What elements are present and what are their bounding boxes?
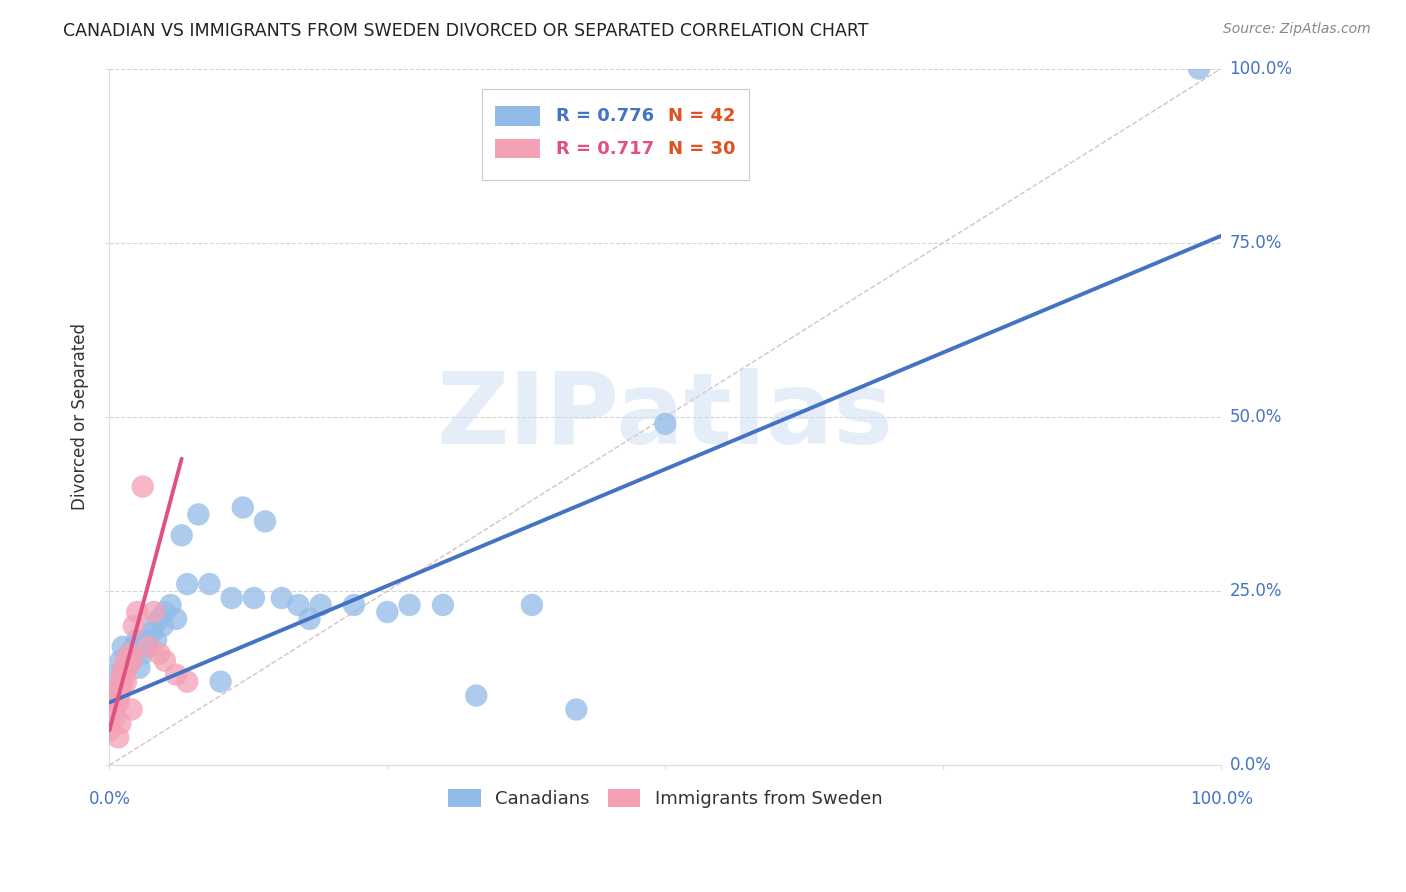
- Point: [127, 632, 149, 647]
- Point: [114, 667, 136, 681]
- Point: [118, 647, 141, 661]
- Point: [298, 612, 321, 626]
- Point: [121, 702, 143, 716]
- Point: [176, 577, 198, 591]
- Point: [115, 661, 138, 675]
- Point: [141, 625, 163, 640]
- Point: [142, 605, 165, 619]
- Y-axis label: Divorced or Separated: Divorced or Separated: [72, 324, 89, 510]
- Point: [112, 661, 135, 675]
- FancyBboxPatch shape: [495, 139, 540, 159]
- Point: [432, 598, 454, 612]
- Text: ZIPatlas: ZIPatlas: [437, 368, 894, 466]
- Point: [270, 591, 292, 605]
- Point: [132, 647, 155, 661]
- Text: 25.0%: 25.0%: [1230, 582, 1282, 600]
- Point: [176, 674, 198, 689]
- Text: N = 42: N = 42: [668, 107, 735, 125]
- Point: [104, 709, 127, 723]
- Point: [375, 605, 398, 619]
- Point: [111, 674, 134, 689]
- Point: [110, 681, 132, 696]
- Text: 0.0%: 0.0%: [89, 790, 131, 808]
- FancyBboxPatch shape: [482, 89, 749, 180]
- Point: [152, 619, 174, 633]
- Point: [254, 515, 277, 529]
- Point: [100, 702, 122, 716]
- Point: [134, 632, 156, 647]
- Point: [110, 667, 132, 681]
- Point: [309, 598, 332, 612]
- Point: [165, 612, 187, 626]
- Point: [159, 598, 181, 612]
- Point: [465, 689, 488, 703]
- Point: [287, 598, 309, 612]
- Point: [136, 640, 159, 654]
- Point: [1188, 62, 1211, 76]
- Point: [132, 479, 155, 493]
- Text: R = 0.717: R = 0.717: [557, 140, 654, 158]
- Text: R = 0.776: R = 0.776: [557, 107, 654, 125]
- Text: Source: ZipAtlas.com: Source: ZipAtlas.com: [1223, 22, 1371, 37]
- Point: [153, 605, 176, 619]
- Point: [232, 500, 254, 515]
- Point: [118, 647, 141, 661]
- Point: [128, 661, 150, 675]
- Point: [221, 591, 243, 605]
- Point: [103, 689, 125, 703]
- Point: [107, 696, 129, 710]
- FancyBboxPatch shape: [495, 106, 540, 126]
- Point: [520, 598, 543, 612]
- Point: [343, 598, 366, 612]
- Point: [136, 640, 159, 654]
- Text: 75.0%: 75.0%: [1230, 234, 1282, 252]
- Point: [243, 591, 266, 605]
- Point: [115, 654, 138, 668]
- Point: [111, 640, 134, 654]
- Point: [105, 681, 128, 696]
- Point: [115, 661, 138, 675]
- Point: [127, 605, 149, 619]
- Point: [107, 731, 129, 745]
- Point: [122, 640, 145, 654]
- Point: [565, 702, 588, 716]
- Point: [153, 654, 176, 668]
- Point: [170, 528, 193, 542]
- Text: 0.0%: 0.0%: [1230, 756, 1271, 774]
- Point: [209, 674, 232, 689]
- Text: 100.0%: 100.0%: [1230, 60, 1292, 78]
- Text: 100.0%: 100.0%: [1189, 790, 1253, 808]
- Point: [148, 647, 170, 661]
- Point: [122, 619, 145, 633]
- Point: [104, 667, 127, 681]
- Point: [108, 689, 131, 703]
- Point: [110, 654, 132, 668]
- Point: [398, 598, 420, 612]
- Text: CANADIAN VS IMMIGRANTS FROM SWEDEN DIVORCED OR SEPARATED CORRELATION CHART: CANADIAN VS IMMIGRANTS FROM SWEDEN DIVOR…: [63, 22, 869, 40]
- Point: [654, 417, 676, 431]
- Point: [110, 716, 132, 731]
- Point: [115, 674, 138, 689]
- Point: [198, 577, 221, 591]
- Point: [105, 696, 128, 710]
- Legend: Canadians, Immigrants from Sweden: Canadians, Immigrants from Sweden: [441, 781, 890, 815]
- Text: N = 30: N = 30: [668, 140, 735, 158]
- Point: [165, 667, 187, 681]
- Point: [187, 508, 209, 522]
- Point: [98, 723, 121, 738]
- Point: [121, 654, 143, 668]
- Point: [145, 632, 167, 647]
- Text: 50.0%: 50.0%: [1230, 408, 1282, 425]
- Point: [121, 654, 143, 668]
- Point: [142, 619, 165, 633]
- Point: [148, 612, 170, 626]
